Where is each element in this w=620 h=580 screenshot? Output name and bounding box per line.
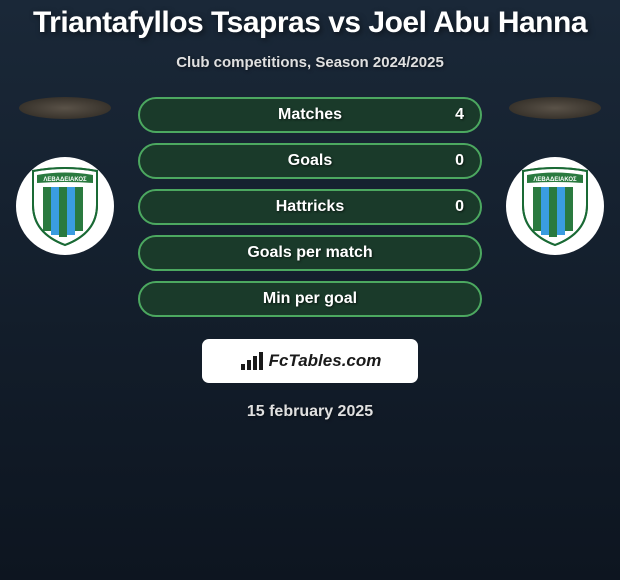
page-subtitle: Club competitions, Season 2024/2025 [10, 54, 610, 71]
player-right-column: ΛΕΒΑΔΕΙΑΚΟΣ [505, 97, 605, 255]
club-badge-left: ΛΕΒΑΔΕΙΑΚΟΣ [16, 157, 114, 255]
stat-row-goals: Goals 0 [138, 143, 482, 179]
svg-text:ΛΕΒΑΔΕΙΑΚΟΣ: ΛΕΒΑΔΕΙΑΚΟΣ [533, 177, 577, 183]
stat-row-hattricks: Hattricks 0 [138, 189, 482, 225]
stat-row-goals-per-match: Goals per match [138, 235, 482, 271]
stat-right-value: 4 [455, 106, 464, 124]
stat-row-matches: Matches 4 [138, 97, 482, 133]
bar-chart-icon [239, 350, 265, 372]
shield-icon: ΛΕΒΑΔΕΙΑΚΟΣ [29, 165, 101, 247]
date-text: 15 february 2025 [0, 403, 620, 421]
brand-text: FcTables.com [269, 351, 382, 371]
svg-text:ΛΕΒΑΔΕΙΑΚΟΣ: ΛΕΒΑΔΕΙΑΚΟΣ [43, 177, 87, 183]
stat-row-min-per-goal: Min per goal [138, 281, 482, 317]
player-silhouette-icon [19, 97, 111, 119]
player-silhouette-icon [509, 97, 601, 119]
player-left-column: ΛΕΒΑΔΕΙΑΚΟΣ [15, 97, 115, 255]
page-title: Triantafyllos Tsapras vs Joel Abu Hanna [10, 6, 610, 40]
stat-label: Min per goal [263, 290, 357, 308]
stat-right-value: 0 [455, 152, 464, 170]
stats-list: Matches 4 Goals 0 Hattricks 0 Goals per … [138, 97, 482, 317]
stat-label: Goals [288, 152, 332, 170]
stat-label: Goals per match [247, 244, 372, 262]
comparison-area: ΛΕΒΑΔΕΙΑΚΟΣ ΛΕΒΑΔΕΙΑΚΟΣ [0, 97, 620, 317]
stat-right-value: 0 [455, 198, 464, 216]
stat-label: Matches [278, 106, 342, 124]
shield-icon: ΛΕΒΑΔΕΙΑΚΟΣ [519, 165, 591, 247]
brand-badge: FcTables.com [202, 339, 418, 383]
club-badge-right: ΛΕΒΑΔΕΙΑΚΟΣ [506, 157, 604, 255]
stat-label: Hattricks [276, 198, 344, 216]
